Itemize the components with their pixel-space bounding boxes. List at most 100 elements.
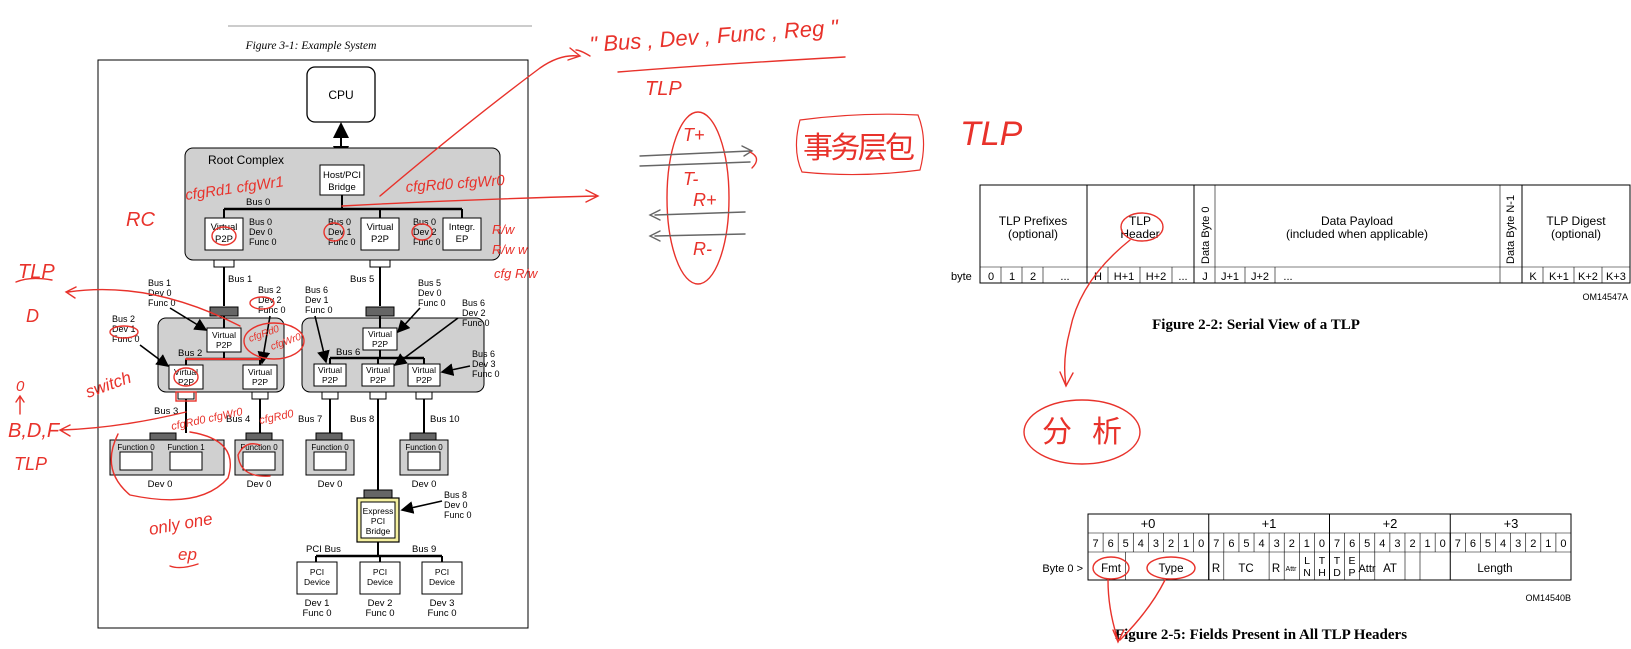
- svg-text:H+2: H+2: [1146, 271, 1167, 283]
- integrated-endpoint: [442, 217, 482, 251]
- bit-label: 3: [1274, 538, 1280, 550]
- svg-text:0: 0: [16, 378, 25, 395]
- annotation-tlp-big: TLP: [960, 115, 1023, 153]
- bit-label: 5: [1485, 538, 1491, 550]
- annotation-only-one: only one: [147, 509, 214, 539]
- byte-group-plus3: +3: [1504, 516, 1519, 531]
- svg-text:K+1: K+1: [1549, 271, 1569, 283]
- svg-text:Func 0: Func 0: [112, 334, 140, 344]
- svg-text:Bus 0: Bus 0: [413, 217, 436, 227]
- svg-text:Bridge: Bridge: [328, 182, 355, 193]
- field-fmt: Fmt: [1101, 563, 1122, 575]
- bus1-label: Bus 1: [228, 274, 252, 285]
- svg-text:Dev 1: Dev 1: [305, 598, 330, 609]
- svg-text:Func 0: Func 0: [462, 318, 490, 328]
- svg-text:P2P: P2P: [178, 377, 194, 387]
- svg-text:Bus 5: Bus 5: [418, 278, 441, 288]
- svg-text:Virtual: Virtual: [366, 365, 390, 375]
- bit-label: 6: [1349, 538, 1355, 550]
- svg-text:Bus 1: Bus 1: [148, 278, 171, 288]
- svg-text:P2P: P2P: [372, 339, 388, 349]
- annotation-transaction-layer-packet: 事务层包: [803, 132, 915, 165]
- bit-label: 6: [1108, 538, 1114, 550]
- svg-text:L: L: [1304, 555, 1310, 567]
- bit-label: 1: [1304, 538, 1310, 550]
- bit-label: 3: [1394, 538, 1400, 550]
- svg-text:cfg R/w: cfg R/w: [494, 266, 539, 281]
- svg-text:Dev 0: Dev 0: [444, 500, 468, 510]
- annotation-tlp-under-quote: TLP: [645, 78, 682, 100]
- svg-text:1: 1: [1009, 271, 1015, 283]
- svg-text:P2P: P2P: [371, 234, 389, 245]
- svg-text:0: 0: [988, 271, 994, 283]
- field-attr: Attr: [1358, 563, 1375, 575]
- svg-text:Bus 0: Bus 0: [328, 217, 351, 227]
- svg-text:...: ...: [1178, 271, 1187, 283]
- svg-text:P2P: P2P: [216, 340, 232, 350]
- svg-text:D: D: [1333, 567, 1341, 579]
- svg-text:Func 0: Func 0: [305, 305, 333, 315]
- svg-text:H: H: [1318, 567, 1326, 579]
- sw2-downstream-p2p-1: [313, 363, 347, 387]
- svg-text:Dev 2: Dev 2: [368, 598, 393, 609]
- svg-text:cfgRd0 cfgWr0: cfgRd0 cfgWr0: [405, 172, 506, 196]
- bit-label: 2: [1168, 538, 1174, 550]
- bit-label: 7: [1213, 538, 1219, 550]
- svg-text:Virtual: Virtual: [318, 365, 342, 375]
- bus6-label: Bus 6: [336, 347, 360, 358]
- bit-label: 0: [1319, 538, 1325, 550]
- handwritten-annotations: " Bus , Dev , Func , Reg " TLP T+ T- R+ …: [8, 15, 1196, 644]
- sw2-downstream-p2p-3: [407, 363, 441, 387]
- bus2-label: Bus 2: [178, 348, 202, 359]
- tlp-header-label: TLP: [1129, 214, 1151, 228]
- annotation-ep: ep: [178, 545, 197, 564]
- svg-text:Integr.: Integr.: [449, 222, 475, 233]
- data-byte-0-label: Data Byte 0: [1200, 207, 1212, 264]
- bit-label: 6: [1228, 538, 1234, 550]
- example-system-figure: Figure 3-1: Example System CPU Root Comp…: [97, 25, 532, 629]
- annotation-rc: RC: [126, 209, 155, 231]
- annotation-bus-dev-func-reg: " Bus , Dev , Func , Reg ": [589, 15, 840, 57]
- data-payload-label: Data Payload: [1321, 214, 1393, 228]
- svg-text:J+2: J+2: [1251, 271, 1269, 283]
- bus7-label: Bus 7: [298, 414, 322, 425]
- svg-text:Header: Header: [1120, 227, 1159, 241]
- bit-label: 0: [1198, 538, 1204, 550]
- svg-text:Dev 1: Dev 1: [305, 295, 329, 305]
- svg-text:Func 0: Func 0: [413, 237, 441, 247]
- svg-text:Dev 0: Dev 0: [249, 227, 273, 237]
- svg-text:R/w w: R/w w: [492, 242, 529, 257]
- field-tc: TC: [1238, 563, 1253, 575]
- svg-text:E: E: [1348, 555, 1355, 567]
- svg-text:PCI: PCI: [310, 567, 324, 577]
- annotation-switch: switch: [83, 368, 134, 402]
- svg-text:Func 0: Func 0: [427, 608, 456, 619]
- bit-label: 1: [1425, 538, 1431, 550]
- bit-label: 5: [1364, 538, 1370, 550]
- svg-text:T: T: [1334, 555, 1341, 567]
- svg-text:Dev 3: Dev 3: [430, 598, 455, 609]
- bus4-label: Bus 4: [226, 414, 250, 425]
- bit-label: 0: [1440, 538, 1446, 550]
- svg-text:Bus 6: Bus 6: [472, 349, 495, 359]
- bit-label: 1: [1183, 538, 1189, 550]
- svg-text:R-: R-: [693, 239, 712, 259]
- rc-virtual-p2p-1: [360, 217, 400, 251]
- svg-text:Dev 0: Dev 0: [148, 288, 172, 298]
- svg-text:Dev 2: Dev 2: [413, 227, 437, 237]
- pci-bus-label: PCI Bus: [306, 544, 341, 555]
- svg-text:Function 0: Function 0: [240, 443, 278, 452]
- svg-text:Func 0: Func 0: [365, 608, 394, 619]
- om14547a-code: OM14547A: [1582, 292, 1628, 302]
- svg-text:Dev 0: Dev 0: [412, 479, 437, 490]
- field-r2: R: [1272, 563, 1280, 575]
- bit-label: 5: [1243, 538, 1249, 550]
- svg-text:T: T: [1319, 555, 1326, 567]
- tlp-prefixes-label: TLP Prefixes: [999, 214, 1067, 228]
- svg-text:Bridge: Bridge: [366, 526, 391, 536]
- svg-text:Host/PCI: Host/PCI: [323, 170, 361, 181]
- svg-text:TLP: TLP: [18, 261, 55, 283]
- svg-text:Dev 2: Dev 2: [258, 295, 282, 305]
- svg-text:K: K: [1529, 271, 1537, 283]
- svg-text:Function 0: Function 0: [405, 443, 443, 452]
